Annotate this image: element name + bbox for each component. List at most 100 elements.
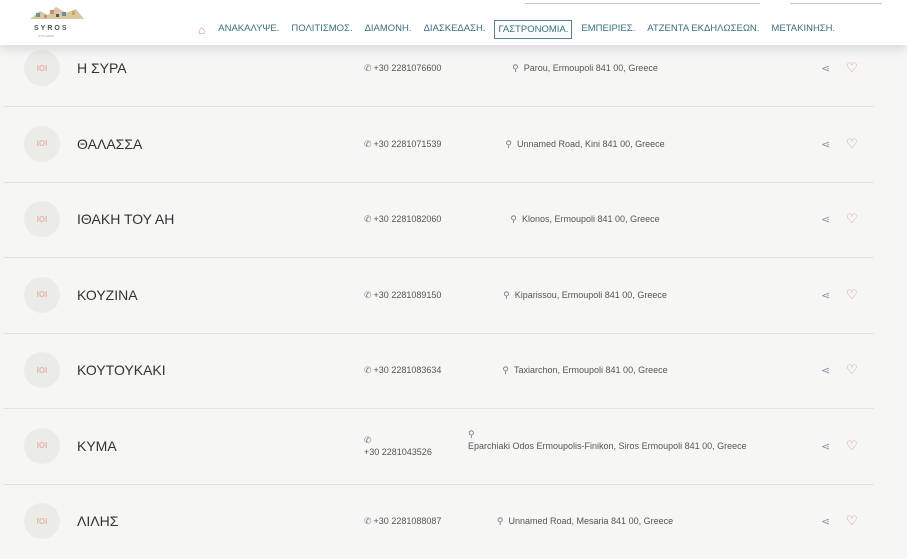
restaurant-row[interactable]: ΙΟΙ ΙΘΑΚΗ ΤΟΥ ΑΗ ✆ +30 2281082060 ⚲ Klonos…	[0, 182, 907, 258]
restaurant-name[interactable]: ΚΟΥΖΙΝΑ	[77, 286, 138, 303]
phone-icon: ✆	[364, 365, 372, 375]
map-pin-icon: ⚲	[512, 63, 519, 73]
share-icon[interactable]: ⋖	[821, 138, 831, 151]
phone-number: +30 2281082060	[373, 214, 442, 224]
heart-icon[interactable]: ♡	[846, 211, 858, 226]
address-text: Klonos, Ermoupoli 841 00, Greece	[522, 214, 660, 224]
heart-icon[interactable]: ♡	[846, 513, 858, 528]
nav-item-0[interactable]: ΑΝΑΚΑΛΥΨΕ.	[218, 23, 280, 34]
share-icon[interactable]: ⋖	[821, 440, 831, 453]
address-text: Taxiarchon, Ermoupoli 841 00, Greece	[514, 365, 668, 375]
nav-item-5[interactable]: ΕΜΠΕΙΡΙΕΣ.	[581, 23, 636, 34]
share-icon[interactable]: ⋖	[821, 365, 831, 377]
top-search-field[interactable]	[525, 0, 760, 4]
phone-number: +30 2281076600	[373, 63, 442, 73]
logo-text: SYROS	[34, 25, 69, 32]
heart-icon[interactable]: ♡	[846, 135, 858, 151]
phone-icon: ✆	[364, 434, 372, 445]
restaurant-row[interactable]: ΙΟΙ Η ΣΥΡΑ ✆ +30 2281076600 ⚲ Parou, Ermou…	[0, 31, 907, 107]
badge-text: ΙΟΙ	[36, 441, 48, 450]
restaurant-name[interactable]: ΙΘΑΚΗ ΤΟΥ ΑΗ	[77, 211, 175, 227]
address-text: Unnamed Road, Kini 841 00, Greece	[517, 138, 665, 149]
phone[interactable]: ✆ +30 2281089150	[364, 290, 441, 301]
phone[interactable]: ✆ +30 2281043526	[364, 434, 432, 458]
row-divider	[4, 181, 874, 183]
phone-icon: ✆	[364, 63, 372, 73]
restaurant-name[interactable]: ΛΙΛΗΣ	[77, 513, 119, 529]
map-pin-icon: ⚲	[503, 289, 510, 300]
share-icon[interactable]: ⋖	[821, 289, 831, 302]
share-icon[interactable]: ⋖	[821, 516, 831, 528]
address[interactable]: ⚲ Taxiarchon, Ermoupoli 841 00, Greece	[390, 365, 780, 376]
address-text: Parou, Ermoupoli 841 00, Greece	[523, 63, 658, 73]
nav-item-6[interactable]: ΑΤΖΕΝΤΑ ΕΚΔΗΛΩΣΕΩΝ.	[647, 23, 760, 34]
restaurant-name[interactable]: ΚΥΜΑ	[77, 437, 117, 454]
restaurant-row[interactable]: ΙΟΙ ΚΟΥΤΟΥΚΑΚΙ ✆ +30 2281083634 ⚲ Taxiarch…	[0, 333, 907, 409]
phone[interactable]: ✆ +30 2281082060	[364, 214, 441, 225]
heart-icon[interactable]: ♡	[846, 60, 858, 75]
badge-text: ΙΟΙ	[36, 63, 48, 73]
top-language-selector[interactable]	[790, 0, 882, 4]
map-pin-icon: ⚲	[496, 516, 504, 526]
phone-number: +30 2281088087	[373, 516, 442, 526]
share-icon[interactable]: ⋖	[821, 214, 831, 226]
address[interactable]: ⚲ Eparchiaki Odos Ermoupolis-Finikon, Sir…	[468, 428, 798, 452]
phone[interactable]: ✆ +30 2281071539	[364, 139, 441, 150]
restaurant-name[interactable]: Η ΣΥΡΑ	[77, 60, 127, 76]
map-pin-icon: ⚲	[468, 428, 475, 439]
phone-icon: ✆	[364, 214, 372, 224]
badge-text: ΙΟΙ	[36, 139, 48, 148]
phone[interactable]: ✆ +30 2281083634	[364, 365, 441, 376]
restaurant-row[interactable]: ΙΟΙ ΛΙΛΗΣ ✆ +30 2281088087 ⚲ Unnamed Road,…	[0, 484, 907, 559]
address-text: Unnamed Road, Mesaria 841 00, Greece	[508, 516, 674, 526]
row-divider	[4, 408, 874, 409]
phone-icon: ✆	[364, 516, 372, 526]
phone-number: +30 2281071539	[373, 138, 442, 149]
heart-icon[interactable]: ♡	[846, 437, 858, 453]
map-pin-icon: ⚲	[505, 138, 512, 149]
syros-logo[interactable]	[26, 1, 86, 41]
address[interactable]: ⚲ Kiparissou, Ermoupoli 841 00, Greece	[390, 290, 780, 301]
nav-item-7[interactable]: ΜΕΤΑΚΙΝΗΣΗ.	[771, 23, 836, 34]
phone[interactable]: ✆ +30 2281076600	[364, 63, 441, 74]
phone[interactable]: ✆ +30 2281088087	[364, 516, 441, 527]
nav-item-1[interactable]: ΠΟΛΙΤΙΣΜΟΣ.	[291, 23, 353, 34]
address[interactable]: ⚲ Unnamed Road, Kini 841 00, Greece	[390, 139, 780, 150]
restaurant-name[interactable]: ΚΟΥΤΟΥΚΑΚΙ	[77, 362, 166, 378]
row-divider	[4, 106, 874, 107]
restaurant-icon: ΙΟΙ	[24, 50, 60, 86]
home-icon[interactable]: ⌂	[198, 22, 206, 37]
nav-item-4[interactable]: ΓΑΣΤΡΟΝΟΜΙΑ.	[494, 20, 573, 39]
restaurant-row[interactable]: ΙΟΙ ΘΑΛΑΣΣΑ ✆ +30 2281071539 ⚲ Unnamed Roa…	[0, 107, 907, 183]
restaurant-name[interactable]: ΘΑΛΑΣΣΑ	[77, 135, 143, 152]
main-nav: ⌂ ΑΝΑΚΑΛΥΨΕ. ΠΟΛΙΤΙΣΜΟΣ. ΔΙΑΜΟΝΗ. ΔΙΑΣΚΕΔΑΣ…	[198, 20, 844, 39]
nav-item-3[interactable]: ΔΙΑΣΚΕΔΑΣΗ.	[423, 23, 486, 34]
restaurant-row[interactable]: ΙΟΙ ΚΥΜΑ ✆ +30 2281043526 ⚲ Eparchiaki Odo…	[0, 409, 907, 485]
restaurant-icon: ΙΟΙ	[24, 427, 60, 464]
heart-icon[interactable]: ♡	[846, 362, 858, 377]
restaurant-row[interactable]: ΙΟΙ ΚΟΥΖΙΝΑ ✆ +30 2281089150 ⚲ Kiparissou,…	[0, 258, 907, 334]
badge-text: ΙΟΙ	[36, 365, 48, 375]
restaurant-icon: ΙΟΙ	[24, 201, 60, 237]
map-pin-icon: ⚲	[510, 214, 517, 224]
share-icon[interactable]: ⋖	[821, 63, 831, 75]
address[interactable]: ⚲ Parou, Ermoupoli 841 00, Greece	[390, 63, 780, 74]
site-header: SYROS CYCLADES ⌂ ΑΝΑΚΑΛΥΨΕ. ΠΟΛΙΤΙΣΜΟΣ. ΔΙ…	[0, 0, 907, 45]
restaurant-icon: ΙΟΙ	[24, 276, 60, 313]
badge-text: ΙΟΙ	[36, 516, 48, 526]
badge-text: ΙΟΙ	[36, 290, 48, 299]
badge-text: ΙΟΙ	[36, 214, 48, 224]
nav-item-2[interactable]: ΔΙΑΜΟΝΗ.	[364, 23, 412, 34]
phone-number: +30 2281043526	[364, 446, 432, 457]
address-text: Kiparissou, Ermoupoli 841 00, Greece	[514, 289, 667, 300]
restaurant-icon: ΙΟΙ	[24, 352, 60, 388]
address[interactable]: ⚲ Unnamed Road, Mesaria 841 00, Greece	[390, 516, 780, 527]
heart-icon[interactable]: ♡	[846, 286, 858, 302]
address[interactable]: ⚲ Klonos, Ermoupoli 841 00, Greece	[390, 214, 780, 225]
row-divider	[4, 483, 874, 485]
logo-subtitle: CYCLADES	[38, 34, 55, 38]
phone-icon: ✆	[364, 289, 372, 300]
restaurant-icon: ΙΟΙ	[24, 125, 60, 162]
phone-number: +30 2281083634	[373, 365, 442, 375]
phone-icon: ✆	[364, 138, 372, 149]
